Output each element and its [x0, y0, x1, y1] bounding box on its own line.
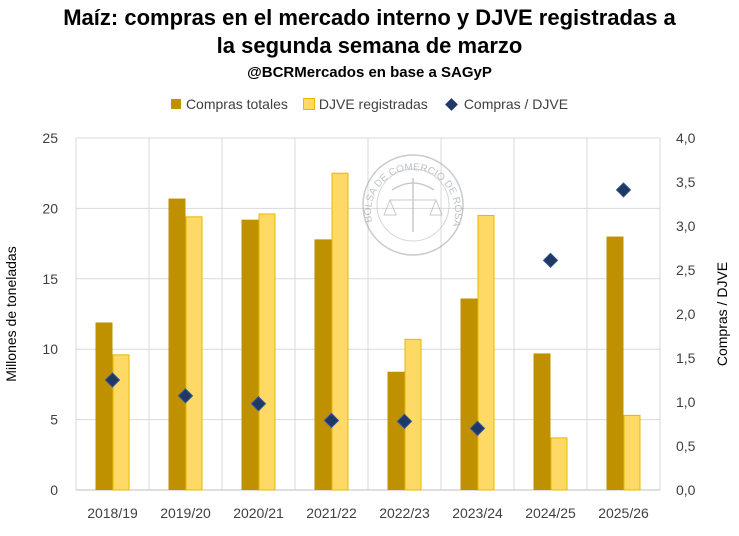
marker-compras-djve [469, 420, 486, 437]
bar-compras-totales [533, 353, 551, 490]
y-tick-label-right: 1,5 [676, 350, 696, 366]
y-tick-label-right: 1,0 [676, 394, 696, 410]
y-tick-label-right: 0,5 [676, 438, 696, 454]
y-tick-label-right: 2,0 [676, 306, 696, 322]
y-tick-label-right: 4,0 [676, 130, 696, 146]
x-tick-label: 2025/26 [598, 505, 649, 521]
bar-djve-registradas [258, 213, 276, 491]
legend-item-compras: Compras totales [170, 96, 288, 112]
x-tick-label: 2020/21 [233, 505, 284, 521]
bar-compras-totales [95, 322, 113, 490]
x-tick-label: 2021/22 [306, 505, 357, 521]
bar-djve-registradas [477, 214, 495, 491]
legend-label-ratio: Compras / DJVE [463, 96, 569, 112]
y-axis-label-left: Millones de toneladas [3, 246, 19, 381]
legend-swatch-djve [302, 98, 315, 110]
y-tick-label-right: 3,0 [676, 218, 696, 234]
marker-compras-djve [542, 252, 559, 269]
x-tick-label: 2023/24 [452, 505, 503, 521]
legend: Compras totales DJVE registradas Compras… [0, 96, 739, 112]
x-axis-ticks: 2018/19 2019/20 2020/21 2021/22 2022/23 2023/… [87, 505, 649, 521]
y-tick-label-left: 25 [42, 130, 58, 146]
bars [95, 172, 641, 491]
seal-scales [383, 198, 443, 216]
chart-title-line1: Maíz: compras en el mercado interno y DJ… [63, 5, 676, 30]
chart-subtitle: @BCRMercados en base a SAGyP [247, 64, 492, 81]
y-tick-label-right: 3,5 [676, 174, 696, 190]
y-tick-label-left: 0 [50, 482, 58, 498]
marker-compras-djve [323, 412, 340, 429]
legend-label-djve: DJVE registradas [318, 96, 428, 112]
seal-inner-ring [376, 168, 450, 242]
watermark-seal: BOLSA DE COMERCIO DE ROSARIO [0, 0, 464, 256]
marker-compras-djve [104, 372, 121, 388]
y-tick-label-right: 2,5 [676, 262, 696, 278]
bar-djve-registradas [550, 437, 568, 491]
bar-djve-registradas [331, 172, 349, 491]
y-tick-label-right: 0,0 [676, 482, 696, 498]
y-tick-label-left: 15 [42, 271, 58, 287]
bar-djve-registradas [404, 338, 422, 491]
y-axis-label-right: Compras / DJVE [714, 262, 730, 366]
y-tick-label-left: 5 [50, 412, 58, 428]
x-tick-label: 2022/23 [379, 505, 430, 521]
legend-item-djve: DJVE registradas [302, 96, 428, 112]
marker-compras-djve [615, 182, 632, 198]
bar-compras-totales [387, 371, 405, 490]
bar-compras-totales [460, 298, 478, 490]
marker-compras-djve [250, 396, 267, 412]
legend-label-compras: Compras totales [185, 96, 288, 112]
bar-compras-totales [606, 236, 624, 490]
bar-compras-totales [241, 219, 259, 490]
legend-item-ratio: Compras / DJVE [444, 96, 568, 112]
bar-djve-registradas [623, 414, 641, 491]
right-axis-ticks: 0,0 0,5 1,0 1,5 2,0 2,5 3,0 3,5 4,0 [676, 130, 696, 498]
seal-outer-ring [362, 154, 464, 256]
marker-compras-djve [177, 388, 194, 404]
y-tick-label-left: 10 [42, 341, 58, 357]
x-tick-label: 2019/20 [160, 505, 211, 521]
x-tick-label: 2024/25 [525, 505, 576, 521]
bar-djve-registradas [112, 354, 130, 491]
chart-title-line2: la segunda semana de marzo [216, 33, 523, 58]
ratio-markers [104, 182, 632, 437]
bar-compras-totales [314, 239, 332, 490]
seal-wings [391, 182, 435, 191]
legend-swatch-compras [170, 99, 181, 109]
left-axis-ticks: 0 5 10 15 20 25 [42, 130, 58, 498]
marker-compras-djve [396, 413, 413, 430]
bar-djve-registradas [185, 216, 203, 491]
seal-text: BOLSA DE COMERCIO DE ROSARIO [0, 0, 463, 228]
x-tick-label: 2018/19 [87, 505, 138, 521]
y-tick-label-left: 20 [42, 200, 58, 216]
bar-compras-totales [168, 198, 186, 490]
